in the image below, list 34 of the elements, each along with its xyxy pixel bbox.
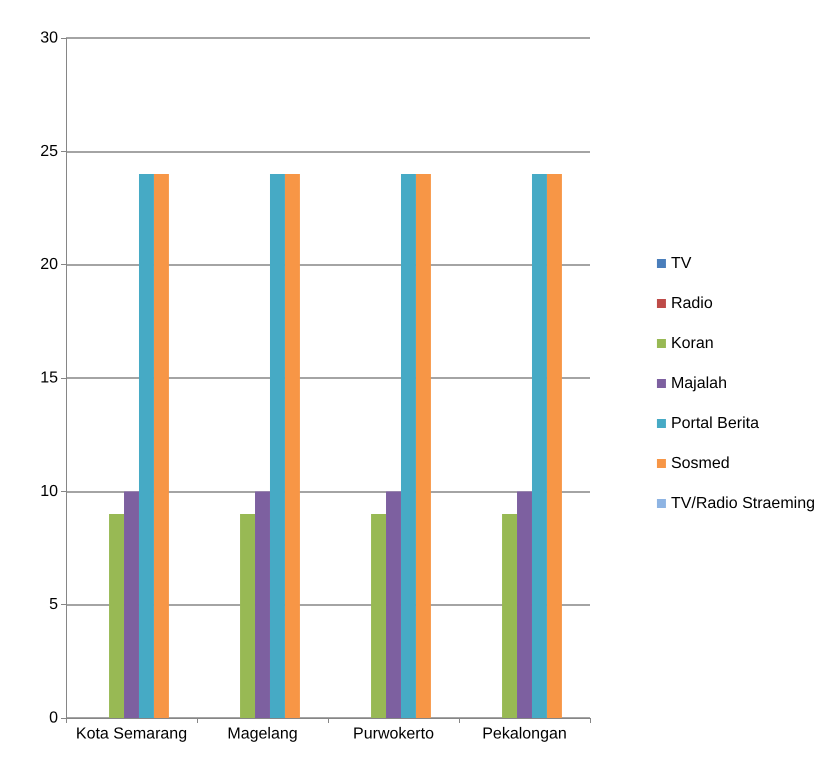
y-tick-label: 15 (40, 370, 58, 386)
x-tick-label: Kota Semarang (76, 726, 188, 742)
bar (154, 174, 169, 718)
bar (546, 174, 562, 718)
x-tick-label: Purwokerto (353, 726, 434, 742)
legend-label: Radio (670, 295, 713, 312)
legend-label: Portal Berita (670, 415, 760, 432)
bar (517, 491, 532, 718)
x-tick-label: Magelang (227, 726, 298, 742)
bar (240, 514, 256, 718)
y-tick-label: 30 (40, 30, 58, 46)
legend-label: TV/Radio Straeming (670, 495, 815, 512)
y-tick-label: 20 (40, 256, 58, 274)
bar (416, 174, 431, 718)
y-tick-label: 0 (49, 710, 58, 726)
bar (502, 514, 518, 718)
bar (255, 491, 270, 718)
bar (386, 491, 401, 718)
bar (124, 491, 139, 718)
bar (270, 174, 285, 718)
bar (371, 514, 386, 718)
bar (138, 174, 154, 718)
y-tick-label: 5 (49, 596, 58, 614)
legend-label: Sosmed (670, 455, 730, 472)
bar (284, 174, 300, 718)
legend-label: Koran (670, 335, 714, 352)
bar (109, 514, 124, 718)
bar (532, 174, 547, 718)
x-tick-label: Pekalongan (482, 726, 567, 742)
y-tick-label: 25 (40, 142, 58, 160)
legend-label: TV (670, 255, 692, 272)
bar (400, 174, 416, 718)
legend-label: Majalah (670, 375, 727, 392)
y-tick-label: 10 (40, 482, 58, 500)
